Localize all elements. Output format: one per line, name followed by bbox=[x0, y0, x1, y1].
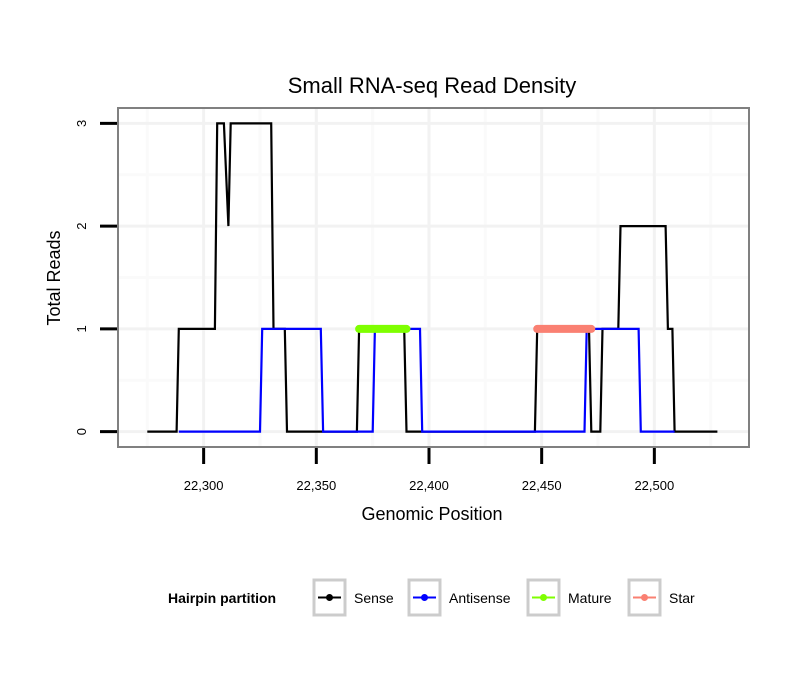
series-antisense-line bbox=[178, 327, 675, 433]
legend-key-point bbox=[540, 594, 547, 601]
x-tick-label: 22,300 bbox=[184, 478, 224, 493]
plot-panel bbox=[117, 107, 750, 448]
legend-label: Star bbox=[669, 590, 695, 606]
legend-item-antisense: Antisense bbox=[407, 578, 511, 617]
x-tick-label: 22,450 bbox=[522, 478, 562, 493]
legend-label: Sense bbox=[354, 590, 394, 606]
legend-key-point bbox=[641, 594, 648, 601]
legend-item-mature: Mature bbox=[526, 578, 612, 617]
legend-item-star: Star bbox=[627, 578, 695, 617]
y-tick-label: 1 bbox=[74, 325, 89, 332]
y-tick-label: 3 bbox=[74, 120, 89, 127]
y-tick-label: 0 bbox=[74, 428, 89, 435]
legend: Hairpin partition Sense Antisense Mature St… bbox=[168, 578, 695, 617]
legend-item-sense: Sense bbox=[312, 578, 394, 617]
legend-title: Hairpin partition bbox=[168, 590, 276, 606]
y-axis-label: Total Reads bbox=[44, 230, 64, 325]
legend-label: Antisense bbox=[449, 590, 511, 606]
y-tick-label: 2 bbox=[74, 223, 89, 230]
y-axis: 0 1 2 3 bbox=[74, 120, 117, 435]
x-axis: 22,300 22,350 22,400 22,450 22,500 bbox=[184, 448, 674, 493]
legend-key-point bbox=[326, 594, 333, 601]
x-tick-label: 22,350 bbox=[296, 478, 336, 493]
legend-key-point bbox=[421, 594, 428, 601]
plot-border bbox=[117, 107, 750, 448]
x-tick-label: 22,400 bbox=[409, 478, 449, 493]
x-tick-label: 22,500 bbox=[634, 478, 674, 493]
legend-label: Mature bbox=[568, 590, 612, 606]
x-axis-label: Genomic Position bbox=[361, 504, 502, 524]
series-layer bbox=[147, 122, 718, 433]
chart-title: Small RNA-seq Read Density bbox=[288, 73, 577, 98]
